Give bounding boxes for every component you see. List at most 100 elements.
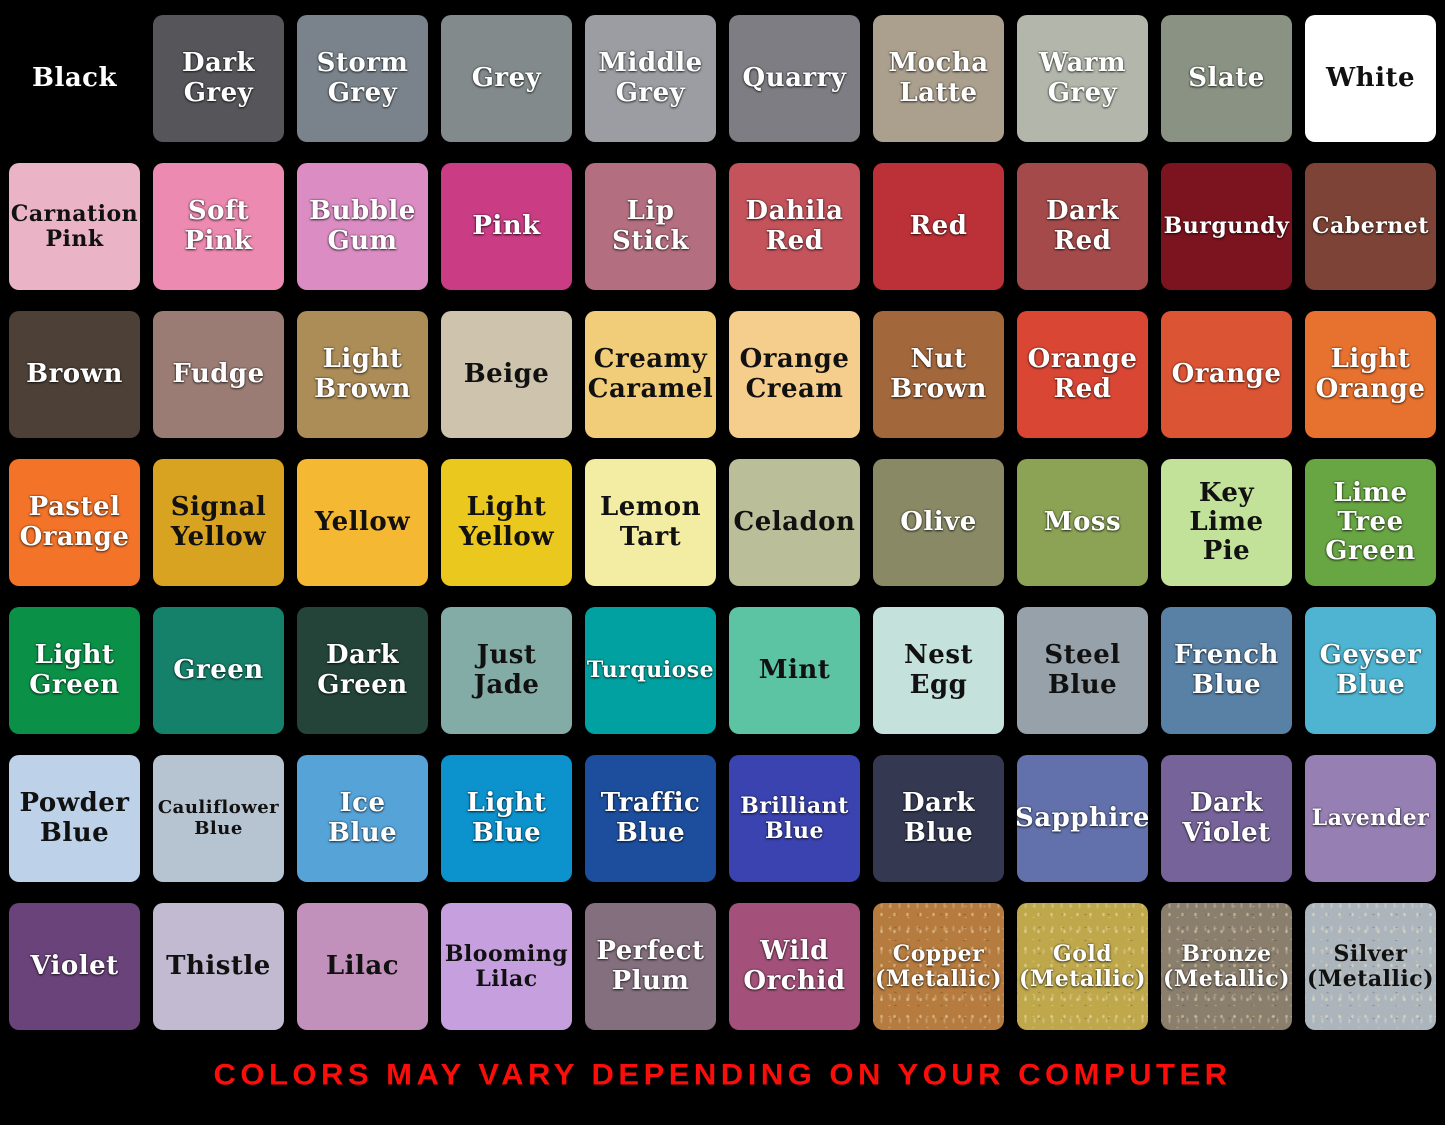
color-swatch-label: Pink: [472, 210, 541, 241]
color-swatch-nut-brown: Nut Brown: [873, 311, 1004, 438]
color-swatch-label: Light Orange: [1315, 344, 1426, 404]
color-swatch-mocha-latte: Mocha Latte: [873, 15, 1004, 142]
color-swatch-olive: Olive: [873, 459, 1004, 586]
color-swatch-lavender: Lavender: [1305, 755, 1436, 882]
color-swatch-label: Lilac: [325, 950, 400, 981]
color-swatch-key-lime-pie: Key Lime Pie: [1161, 459, 1292, 586]
color-swatch-copper-metallic: Copper (Metallic): [873, 903, 1004, 1030]
color-swatch-label: Light Green: [29, 640, 120, 700]
color-swatch-dark-violet: Dark Violet: [1161, 755, 1292, 882]
color-swatch-label: Mint: [758, 654, 831, 685]
color-swatch-creamy-caramel: Creamy Caramel: [585, 311, 716, 438]
color-swatch-light-yellow: Light Yellow: [441, 459, 572, 586]
color-swatch-beige: Beige: [441, 311, 572, 438]
color-swatch-label: White: [1325, 62, 1416, 93]
color-swatch-pastel-orange: Pastel Orange: [9, 459, 140, 586]
color-swatch-white: White: [1305, 15, 1436, 142]
color-swatch-black: Black: [9, 15, 140, 142]
color-swatch-label: Pastel Orange: [19, 492, 130, 552]
color-swatch-label: Dark Green: [317, 640, 408, 700]
color-swatch-label: Carnation Pink: [10, 200, 139, 252]
color-swatch-label: Green: [173, 654, 264, 685]
footer: COLORS MAY VARY DEPENDING ON YOUR COMPUT…: [9, 1030, 1436, 1125]
color-swatch-label: Powder Blue: [19, 788, 130, 848]
color-swatch-label: Geyser Blue: [1319, 640, 1422, 700]
color-swatch-lime-tree-green: Lime Tree Green: [1305, 459, 1436, 586]
color-swatch-label: Dark Grey: [181, 48, 256, 108]
color-swatch-label: Lemon Tart: [599, 492, 702, 552]
color-swatch-powder-blue: Powder Blue: [9, 755, 140, 882]
color-swatch-signal-yellow: Signal Yellow: [153, 459, 284, 586]
color-swatch-label: Brown: [26, 358, 123, 389]
color-swatch-label: Ice Blue: [327, 788, 398, 848]
color-swatch-label: Nest Egg: [904, 640, 973, 700]
color-swatch-violet: Violet: [9, 903, 140, 1030]
color-swatch-label: Soft Pink: [184, 196, 253, 256]
color-swatch-label: Creamy Caramel: [587, 344, 714, 404]
color-swatch-label: Yellow: [314, 506, 411, 537]
color-swatch-red: Red: [873, 163, 1004, 290]
color-swatch-label: Orange Red: [1027, 344, 1138, 404]
color-swatch-label: Black: [31, 62, 118, 93]
color-swatch-french-blue: French Blue: [1161, 607, 1292, 734]
color-swatch-geyser-blue: Geyser Blue: [1305, 607, 1436, 734]
color-swatch-dahila-red: Dahila Red: [729, 163, 860, 290]
color-swatch-storm-grey: Storm Grey: [297, 15, 428, 142]
color-swatch-label: Light Brown: [314, 344, 411, 404]
color-swatch-perfect-plum: Perfect Plum: [585, 903, 716, 1030]
color-swatch-gold-metallic: Gold (Metallic): [1017, 903, 1148, 1030]
color-swatch-quarry: Quarry: [729, 15, 860, 142]
color-swatch-label: Burgundy: [1163, 213, 1290, 240]
color-swatch-label: Light Yellow: [458, 492, 555, 552]
color-swatch-label: Orange: [1171, 358, 1282, 389]
color-swatch-lemon-tart: Lemon Tart: [585, 459, 716, 586]
color-swatch-silver-metallic: Silver (Metallic): [1305, 903, 1436, 1030]
color-swatch-label: Violet: [30, 950, 119, 981]
color-swatch-label: Cauliflower Blue: [157, 797, 280, 839]
color-swatch-label: Blooming Lilac: [444, 940, 569, 992]
color-swatch-label: Orange Cream: [739, 344, 850, 404]
color-swatch-carnation-pink: Carnation Pink: [9, 163, 140, 290]
color-swatch-label: Cabernet: [1312, 213, 1429, 240]
color-swatch-slate: Slate: [1161, 15, 1292, 142]
color-swatch-just-jade: Just Jade: [441, 607, 572, 734]
color-swatch-moss: Moss: [1017, 459, 1148, 586]
color-swatch-label: Dark Blue: [901, 788, 976, 848]
color-swatch-label: Dahila Red: [745, 196, 844, 256]
color-swatch-label: Fudge: [172, 358, 265, 389]
color-swatch-light-brown: Light Brown: [297, 311, 428, 438]
color-swatch-brown: Brown: [9, 311, 140, 438]
color-swatch-burgundy: Burgundy: [1161, 163, 1292, 290]
color-swatch-wild-orchid: Wild Orchid: [729, 903, 860, 1030]
color-swatch-label: Bubble Gum: [309, 196, 416, 256]
color-swatch-label: French Blue: [1174, 640, 1279, 700]
color-swatch-label: Sapphire: [1017, 802, 1148, 833]
color-swatch-yellow: Yellow: [297, 459, 428, 586]
color-swatch-fudge: Fudge: [153, 311, 284, 438]
color-swatch-label: Copper (Metallic): [874, 940, 1003, 992]
color-swatch-sapphire: Sapphire: [1017, 755, 1148, 882]
color-swatch-traffic-blue: Traffic Blue: [585, 755, 716, 882]
color-swatch-label: Thistle: [166, 950, 271, 981]
color-swatch-label: Storm Grey: [316, 48, 409, 108]
color-swatch-label: Middle Grey: [598, 48, 703, 108]
color-swatch-celadon: Celadon: [729, 459, 860, 586]
color-swatch-label: Light Blue: [466, 788, 547, 848]
color-swatch-bronze-metallic: Bronze (Metallic): [1161, 903, 1292, 1030]
color-swatch-label: Olive: [900, 506, 977, 537]
color-swatch-bubble-gum: Bubble Gum: [297, 163, 428, 290]
color-swatch-label: Traffic Blue: [600, 788, 701, 848]
color-swatch-label: Lip Stick: [611, 196, 689, 256]
color-swatch-lip-stick: Lip Stick: [585, 163, 716, 290]
color-swatch-label: Key Lime Pie: [1189, 477, 1264, 567]
color-swatch-label: Wild Orchid: [743, 936, 846, 996]
color-swatch-label: Steel Blue: [1044, 640, 1121, 700]
color-swatch-grey: Grey: [441, 15, 572, 142]
color-swatch-label: Just Jade: [473, 640, 540, 700]
color-swatch-label: Dark Violet: [1182, 788, 1271, 848]
color-swatch-label: Brilliant Blue: [740, 792, 849, 844]
color-swatch-cauliflower-blue: Cauliflower Blue: [153, 755, 284, 882]
color-swatch-dark-grey: Dark Grey: [153, 15, 284, 142]
color-swatch-blooming-lilac: Blooming Lilac: [441, 903, 572, 1030]
color-swatch-label: Lime Tree Green: [1325, 477, 1416, 567]
